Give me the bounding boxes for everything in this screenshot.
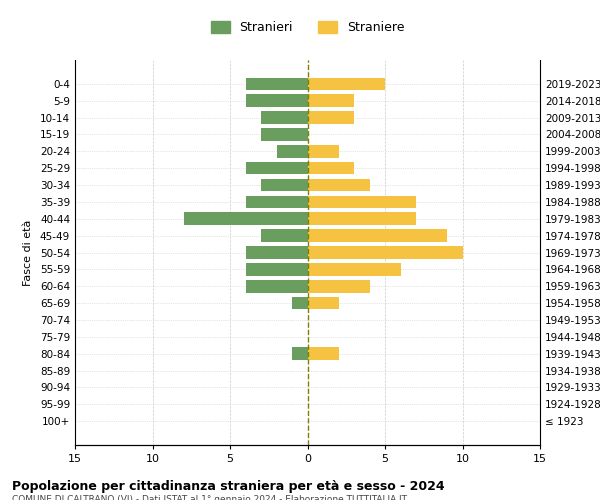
Bar	[308, 212, 416, 225]
Bar	[308, 162, 354, 174]
Bar	[245, 246, 308, 259]
Text: Popolazione per cittadinanza straniera per età e sesso - 2024: Popolazione per cittadinanza straniera p…	[12, 480, 445, 493]
Text: COMUNE DI CALTRANO (VI) - Dati ISTAT al 1° gennaio 2024 - Elaborazione TUTTITALI: COMUNE DI CALTRANO (VI) - Dati ISTAT al …	[12, 495, 407, 500]
Bar	[308, 94, 354, 107]
Bar	[245, 162, 308, 174]
Bar	[261, 230, 308, 242]
Bar	[308, 230, 447, 242]
Bar	[308, 348, 338, 360]
Bar	[308, 246, 463, 259]
Bar	[308, 145, 338, 158]
Y-axis label: Fasce di età: Fasce di età	[23, 220, 33, 286]
Bar	[245, 263, 308, 276]
Bar	[308, 111, 354, 124]
Bar	[277, 145, 308, 158]
Bar	[184, 212, 308, 225]
Bar	[292, 348, 308, 360]
Bar	[308, 263, 401, 276]
Bar	[261, 128, 308, 141]
Bar	[245, 196, 308, 208]
Bar	[245, 78, 308, 90]
Bar	[308, 78, 385, 90]
Bar	[261, 178, 308, 192]
Bar	[245, 280, 308, 292]
Bar	[308, 196, 416, 208]
Legend: Stranieri, Straniere: Stranieri, Straniere	[206, 16, 409, 39]
Bar	[245, 94, 308, 107]
Bar	[261, 111, 308, 124]
Bar	[292, 297, 308, 310]
Bar	[308, 280, 370, 292]
Bar	[308, 297, 338, 310]
Bar	[308, 178, 370, 192]
